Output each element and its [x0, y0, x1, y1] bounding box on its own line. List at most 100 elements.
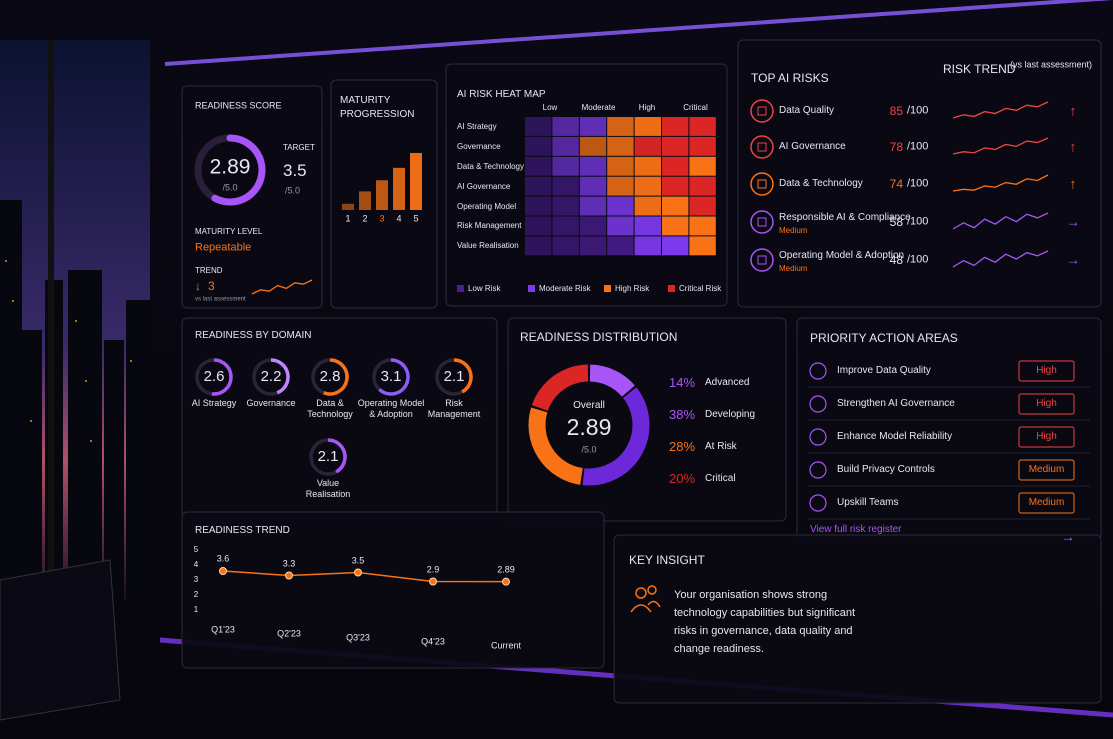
heat-cell: [689, 216, 716, 236]
risk-trend-arrow: →: [1066, 251, 1080, 268]
panel-title: READINESS BY DOMAIN: [195, 330, 312, 341]
priority-badge: [1018, 426, 1075, 448]
heat-cell: [662, 136, 689, 156]
heat-cell: [579, 236, 607, 256]
priority-label: High: [1036, 431, 1057, 442]
risk-icon-glyph: [757, 217, 767, 227]
risk-icon: [750, 172, 774, 196]
heat-cell: [689, 156, 716, 176]
risk-level: Medium: [779, 264, 808, 274]
x-tick-label: Q2'23: [277, 628, 301, 639]
domain-name: Risk Management: [427, 398, 481, 419]
domain-arc: [211, 358, 233, 396]
maturity-label: 1: [345, 213, 351, 224]
score-value: 2.89: [209, 155, 251, 179]
distribution-name: Critical: [705, 473, 736, 484]
heat-column: High: [638, 103, 656, 113]
risk-name: Data Quality: [779, 105, 835, 116]
priority-badge: [1018, 393, 1075, 415]
risk-icon-glyph: [757, 142, 767, 152]
score-scale: /5.0: [222, 182, 238, 193]
heat-row: Governance: [457, 142, 501, 152]
heat-cell: [552, 156, 579, 176]
center-scale: /5.0: [581, 444, 597, 455]
domain-name: Operating Model & Adoption: [357, 398, 425, 419]
trend-point: [429, 577, 437, 586]
trend-point: [285, 571, 293, 580]
domain-name: Value Realisation: [305, 478, 351, 499]
domain-name: AI Strategy: [191, 398, 237, 408]
legend-swatch: [457, 285, 464, 292]
x-tick-label: Q1'23: [211, 624, 235, 635]
trend-arrow: ↓: [195, 278, 201, 293]
action-icon: [809, 461, 827, 479]
risk-score: 48: [889, 252, 903, 267]
maturity-label: 3: [379, 213, 385, 224]
x-tick-label: Current: [490, 640, 522, 651]
legend-label: Critical Risk: [679, 284, 722, 294]
distribution-value: 14%: [669, 375, 696, 391]
heat-cell: [634, 176, 661, 196]
risk-trend-arrow: ↑: [1069, 175, 1077, 192]
risk-name: Operating Model & Adoption: [779, 250, 905, 261]
panel-title: PROGRESSION: [340, 109, 415, 120]
y-tick-label: 1: [193, 605, 199, 615]
maturity-bar: [393, 167, 405, 210]
heat-cell: [662, 196, 689, 216]
gauge-arc: [211, 134, 266, 206]
panel-title: AI RISK HEAT MAP: [457, 89, 546, 100]
risk-icon-glyph: [757, 106, 767, 116]
risk-trend-arrow: ↑: [1069, 102, 1077, 119]
domain-arc: [453, 358, 473, 394]
insight-icon: [630, 585, 661, 613]
insight-text: Your organisation shows strong technolog…: [674, 589, 856, 655]
heat-cell: [689, 236, 716, 256]
heat-cell: [579, 117, 607, 136]
distribution-value: 20%: [669, 471, 696, 487]
heat-cell: [552, 136, 579, 156]
risk-sparkline: [952, 212, 1049, 230]
heat-cell: [579, 196, 607, 216]
panel-title: READINESS DISTRIBUTION: [520, 329, 678, 344]
domain-score: 2.6: [203, 368, 225, 385]
maturity-bar: [342, 203, 354, 210]
risk-icon: [750, 210, 774, 234]
heat-cell: [525, 216, 552, 236]
panel-title: READINESS SCORE: [195, 100, 282, 111]
risk-icon-glyph: [757, 179, 767, 189]
data-label: 3.5: [351, 555, 365, 566]
distribution-name: Advanced: [705, 377, 750, 388]
donut-segment: [531, 364, 589, 412]
heat-cell: [607, 176, 634, 196]
risk-score: 85: [889, 103, 903, 118]
y-tick-label: 2: [193, 590, 199, 600]
heat-cell: [607, 156, 634, 176]
target-scale: /5.0: [285, 185, 301, 196]
maturity-label: 2: [362, 213, 368, 224]
risk-icon-glyph: [757, 255, 767, 265]
heat-cell: [634, 136, 661, 156]
domain-arc: [323, 358, 349, 396]
heat-column: Critical: [683, 103, 708, 113]
legend-swatch: [528, 285, 535, 292]
heat-cell: [662, 236, 689, 256]
heat-cell: [525, 196, 552, 216]
heat-row: Operating Model: [457, 201, 517, 211]
city-skyline: [0, 200, 150, 600]
data-label: 2.9: [426, 564, 440, 575]
risk-trend-arrow: ↑: [1069, 138, 1077, 155]
maturity-level: Repeatable: [195, 241, 252, 254]
domain-arc: [378, 358, 410, 396]
risk-sparkline: [952, 250, 1049, 268]
donut-segment: [582, 387, 650, 486]
risk-scale: /100: [907, 253, 929, 266]
trend-point: [354, 568, 362, 577]
risk-register-link[interactable]: View full risk register: [810, 524, 902, 535]
panel-title: TOP AI RISKS: [751, 70, 829, 85]
heat-cell: [634, 196, 661, 216]
maturity-bar: [376, 180, 388, 210]
risk-score: 78: [889, 139, 903, 154]
priority-label: High: [1036, 365, 1057, 376]
